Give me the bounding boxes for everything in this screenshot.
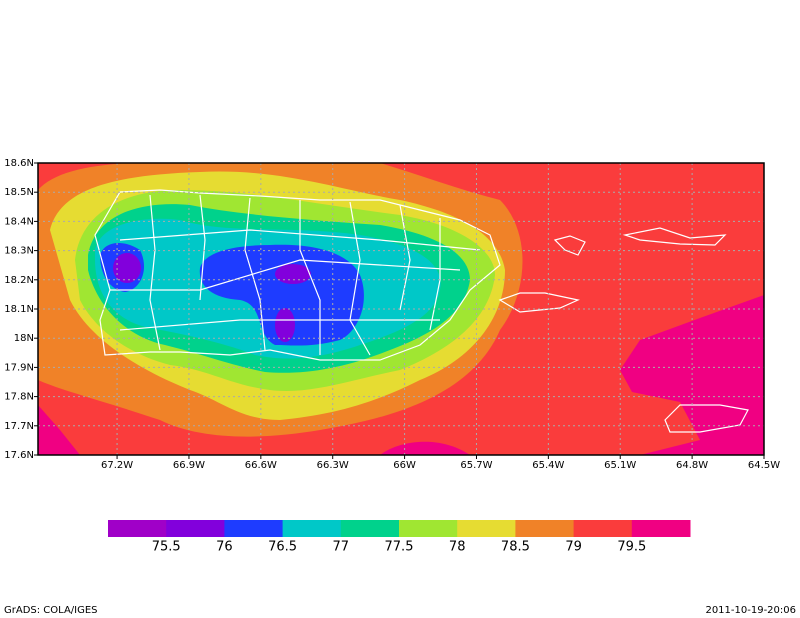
colorbar-box [282,520,342,537]
colorbar-box [573,520,633,537]
x-tick-label: 64.5W [748,460,780,471]
footer-left: GrADS: COLA/IGES [4,605,98,616]
colorbar-box [515,520,575,537]
colorbar-label: 77.5 [385,540,414,555]
colorbar-box [224,520,284,537]
plot-frame [37,162,765,456]
y-tick-label: 17.7N [4,421,34,432]
y-tick-label: 18N [14,333,34,344]
x-tick-label: 66.3W [317,460,349,471]
colorbar-label: 79.5 [617,540,646,555]
x-tick-label: 66W [393,460,416,471]
y-tick-label: 18.2N [4,275,34,286]
colorbar-box [108,520,167,537]
colorbar-label: 78.5 [501,540,530,555]
colorbar-label: 76 [216,540,233,555]
x-tick-label: 64.8W [676,460,708,471]
contour-fill [113,253,141,283]
colorbar-label: 79 [565,540,582,555]
colorbar-label: 75.5 [152,540,181,555]
y-tick-label: 18.6N [4,158,34,169]
x-tick-label: 66.6W [245,460,277,471]
colorbar: 75.5 76 76.5 77 77.5 78 78.5 79 79.5 [108,520,691,555]
y-tick-label: 18.1N [4,304,34,315]
x-tick-label: 65.7W [460,460,492,471]
y-tick-label: 17.6N [4,450,34,461]
y-tick-label: 17.8N [4,392,34,403]
colorbar-label: 77 [333,540,350,555]
colorbar-box [166,520,225,537]
colorbar-box [340,520,400,537]
footer-right: 2011-10-19-20:06 [705,605,796,616]
colorbar-label: 76.5 [268,540,297,555]
colorbar-box [457,520,516,537]
y-tick-label: 18.4N [4,216,34,227]
contour-fill [275,308,295,342]
y-tick-label: 18.5N [4,187,34,198]
colorbar-label: 78 [449,540,466,555]
y-tick-label: 17.9N [4,362,34,373]
colorbar-box [399,520,458,537]
coastline [94,189,749,433]
x-tick-label: 65.4W [532,460,564,471]
contour-field [38,163,764,455]
x-tick-label: 67.2W [101,460,133,471]
x-tick-label: 65.1W [604,460,636,471]
contour-fill [275,264,311,284]
x-tick-label: 66.9W [173,460,205,471]
y-tick-label: 18.3N [4,246,34,257]
colorbar-box [631,520,691,537]
